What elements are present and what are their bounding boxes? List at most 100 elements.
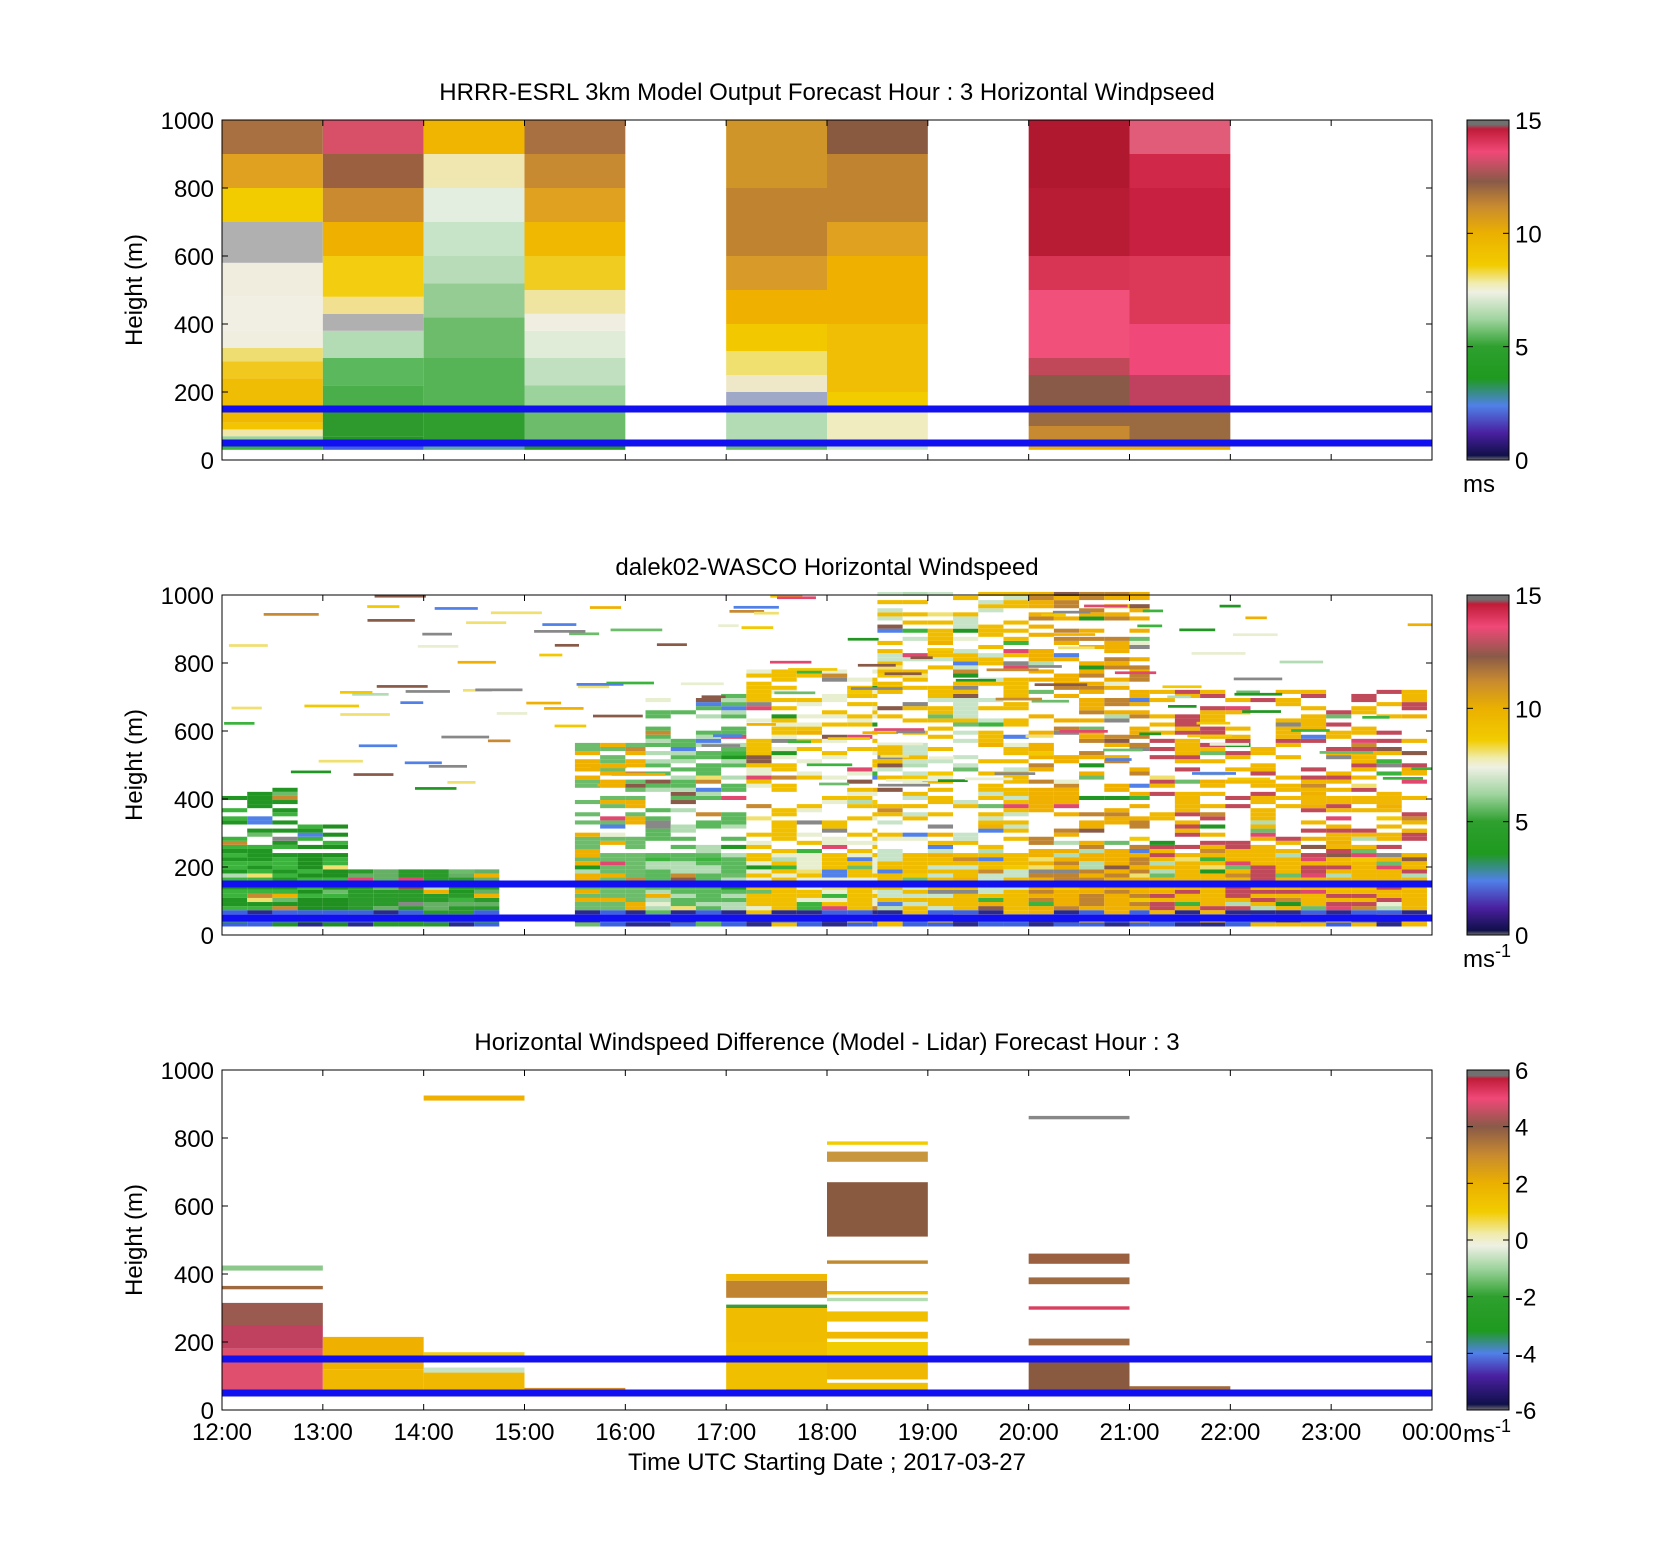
data-cell: [953, 710, 979, 715]
data-cell: [902, 612, 928, 617]
data-cell: [1250, 767, 1276, 772]
data-cell: [1104, 702, 1130, 707]
data-cell: [373, 873, 399, 878]
data-cell: [896, 730, 925, 734]
data-cell: [978, 771, 1004, 776]
data-cell: [978, 902, 1004, 907]
data-cell: [1174, 689, 1201, 694]
data-cell: [1053, 910, 1080, 915]
data-cell: [1003, 889, 1029, 894]
data-cell: [821, 800, 848, 805]
data-cell: [1300, 857, 1327, 862]
data-cell: [1129, 636, 1150, 641]
data-cell: [1174, 865, 1201, 870]
data-cell: [1326, 824, 1352, 829]
data-cell: [726, 120, 827, 188]
data-cell: [1028, 596, 1054, 601]
data-cell: [496, 712, 528, 715]
data-cell: [721, 897, 747, 903]
data-cell: [625, 857, 646, 862]
x-tick-label: 15:00: [494, 1419, 554, 1446]
data-cell: [670, 836, 696, 841]
data-cell: [1028, 689, 1054, 694]
data-cell: [1200, 885, 1226, 890]
data-cell: [1174, 808, 1201, 813]
data-cell: [222, 897, 248, 903]
data-cell: [1351, 775, 1377, 780]
data-cell: [902, 653, 928, 658]
data-cell: [1028, 906, 1054, 911]
data-cell: [1129, 893, 1150, 898]
data-cell: [574, 910, 601, 915]
data-cell: [847, 840, 873, 845]
data-cell: [670, 910, 696, 915]
data-cell: [1129, 857, 1150, 862]
data-cell: [796, 702, 822, 707]
data-cell: [695, 873, 722, 878]
data-cell: [746, 767, 772, 772]
data-cell: [524, 120, 626, 154]
data-cell: [574, 877, 601, 882]
data-cell: [373, 885, 399, 890]
data-cell: [821, 828, 848, 833]
data-cell: [1079, 596, 1105, 601]
data-cell: [1326, 775, 1352, 780]
data-cell: [1351, 861, 1377, 866]
data-cell: [1104, 596, 1130, 601]
data-cell: [1275, 922, 1301, 927]
data-cell: [1149, 848, 1175, 854]
data-cell: [1401, 853, 1427, 858]
data-cell: [877, 746, 903, 752]
data-cell: [645, 873, 671, 878]
data-cell: [574, 820, 601, 825]
data-cell: [877, 608, 903, 613]
data-cell: [872, 861, 878, 866]
data-cell: [1129, 836, 1150, 841]
data-cell: [877, 877, 903, 882]
data-cell: [927, 885, 954, 890]
data-cell: [600, 795, 626, 801]
data-cell: [348, 885, 374, 890]
data-cell: [1326, 857, 1352, 862]
data-cell: [721, 730, 747, 735]
data-cell: [1129, 783, 1150, 788]
data-cell: [322, 853, 349, 858]
data-cell: [953, 906, 979, 911]
data-cell: [1053, 857, 1080, 862]
data-cell: [670, 857, 696, 862]
data-cell: [877, 812, 903, 817]
data-cell: [1250, 828, 1276, 833]
data-cell: [600, 873, 626, 878]
data-cell: [322, 188, 424, 222]
data-cell: [645, 865, 671, 870]
data-cell: [1250, 812, 1276, 817]
data-cell: [902, 771, 928, 776]
data-cell: [746, 853, 772, 858]
data-cell: [222, 836, 248, 841]
data-cell: [272, 808, 298, 813]
data-cell: [524, 290, 626, 314]
data-cell: [821, 865, 848, 870]
data-cell: [695, 857, 722, 862]
data-cell: [1079, 848, 1105, 854]
data-cell: [1300, 718, 1327, 723]
data-cell: [1300, 853, 1327, 858]
data-cell: [953, 616, 979, 621]
data-cell: [600, 832, 626, 837]
data-cell: [1351, 869, 1377, 874]
data-cell: [1053, 800, 1080, 805]
data-cell: [927, 848, 954, 854]
data-cell: [474, 885, 500, 890]
data-cell: [670, 922, 696, 927]
data-cell: [448, 906, 475, 911]
data-cell: [322, 861, 349, 866]
data-cell: [1326, 734, 1352, 739]
data-cell: [718, 624, 739, 628]
data-cell: [1200, 848, 1226, 854]
x-tick-label: 22:00: [1200, 1419, 1260, 1446]
data-cell: [222, 361, 323, 379]
data-cell: [821, 902, 848, 907]
data-cell: [222, 1265, 323, 1271]
data-cell: [1079, 616, 1105, 621]
y-tick-label: 600: [174, 719, 214, 746]
